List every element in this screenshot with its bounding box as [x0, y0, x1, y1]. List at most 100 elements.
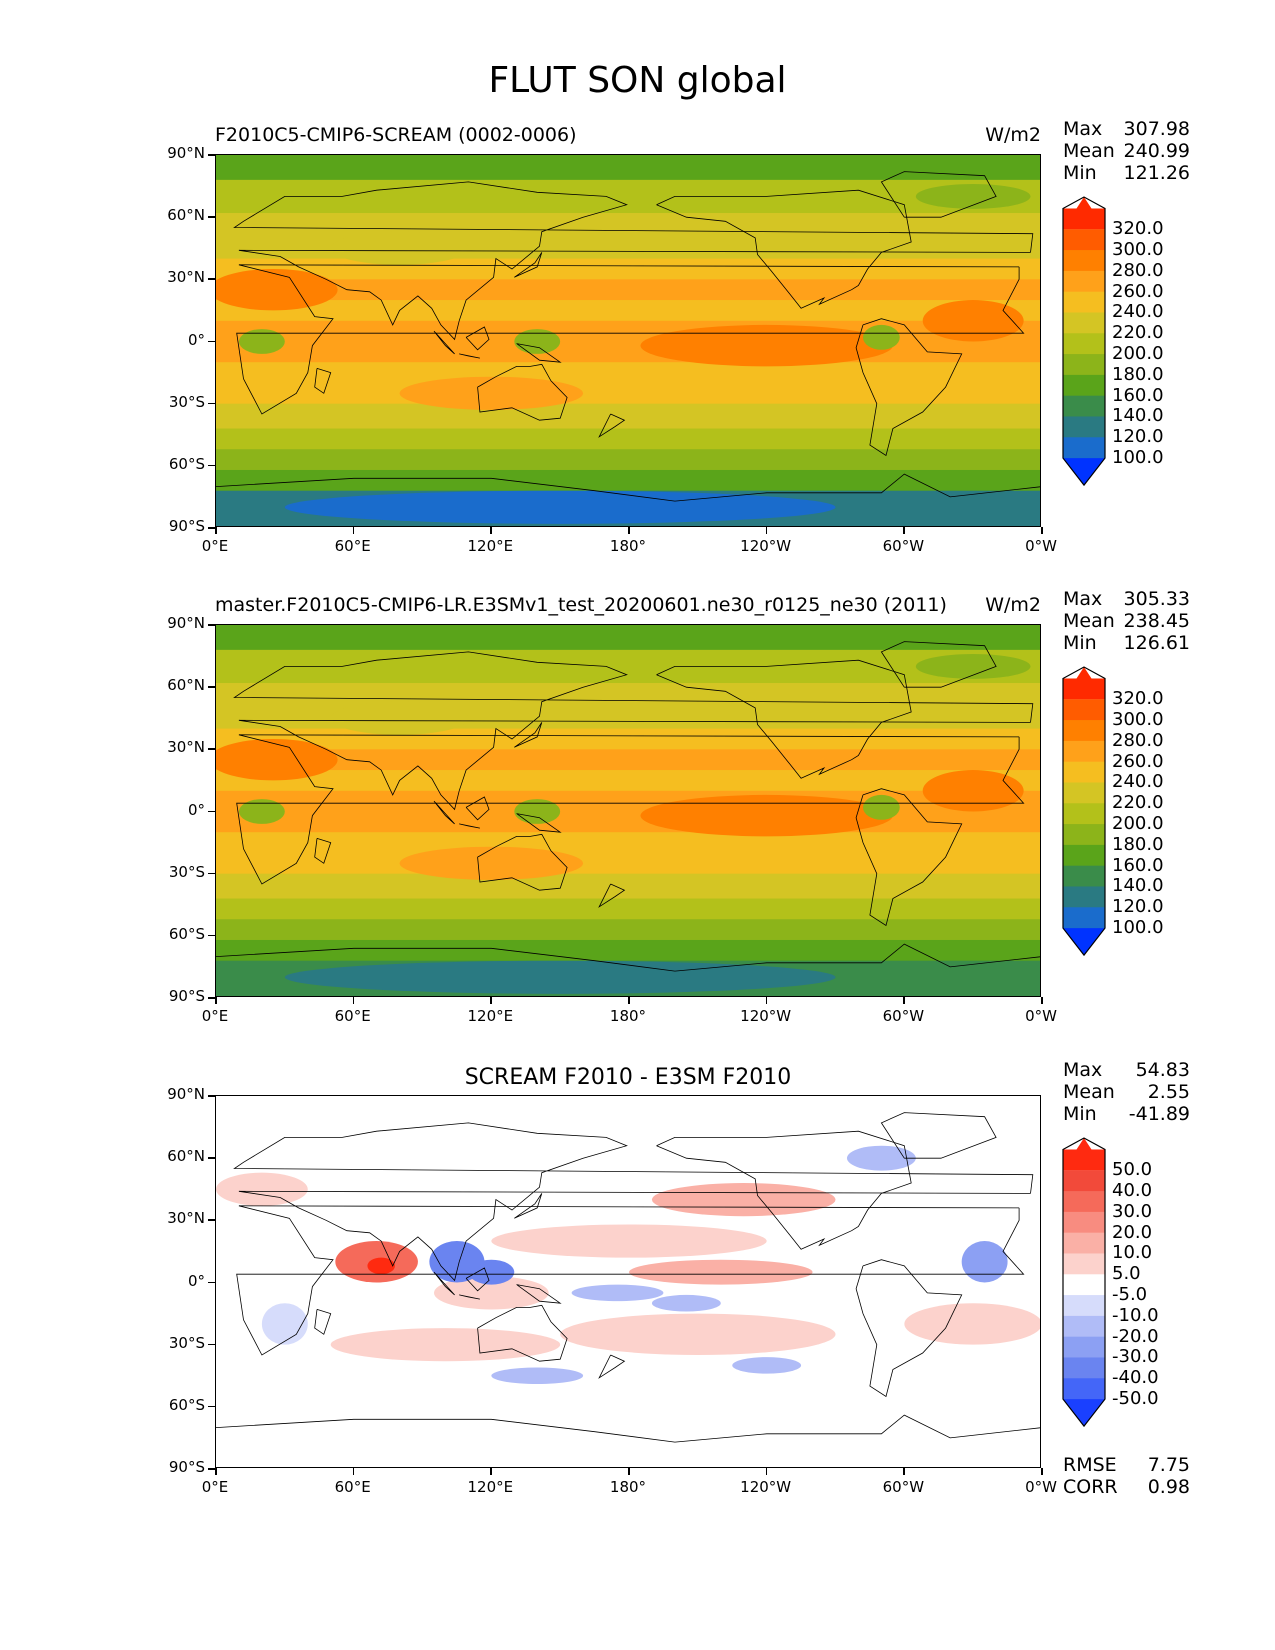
map-fill-region: [433, 1276, 549, 1310]
colorbar: [1062, 1137, 1106, 1428]
colorbar-swatch: [1063, 1315, 1105, 1338]
stat-label: Max: [1063, 588, 1103, 610]
lat-tick-mark: [208, 1157, 215, 1159]
lon-tick-label: 60°E: [334, 1478, 371, 1496]
lat-tick-label: 90°N: [167, 1085, 205, 1103]
colorbar-swatch: [1063, 374, 1105, 397]
map-fill-region: [863, 794, 900, 820]
map-fill-region: [491, 1224, 767, 1258]
lon-tick-label: 120°E: [467, 1478, 514, 1496]
map-fill-region: [399, 376, 584, 410]
map-fill-band: [216, 300, 1040, 322]
coastline: [236, 1205, 1025, 1356]
colorbar-label: 280.0: [1112, 729, 1164, 751]
map-fill-band: [216, 832, 1040, 854]
map-fill-band: [216, 728, 1040, 750]
coastline: [216, 473, 1040, 502]
lat-tick-mark: [208, 278, 215, 280]
coastline: [465, 326, 490, 351]
coastline: [516, 813, 562, 833]
coastline: [880, 171, 997, 218]
map-fill-band: [216, 898, 1040, 920]
colorbar-label: 40.0: [1112, 1180, 1153, 1202]
colorbar-swatch: [1063, 333, 1105, 355]
colorbar-label: 20.0: [1112, 1221, 1153, 1243]
lat-tick-label: 0°: [187, 330, 205, 349]
lat-tick-label: 30°N: [167, 738, 205, 757]
map-canvas: [216, 1096, 1040, 1467]
colorbar-swatch: [1063, 270, 1105, 293]
coastline: [465, 1267, 490, 1292]
colorbar-label: 320.0: [1112, 218, 1164, 240]
lat-tick-mark: [208, 1281, 215, 1283]
lat-tick-mark: [208, 1468, 215, 1470]
lon-tick-label: 180°: [609, 537, 647, 555]
lat-tick-mark: [208, 402, 215, 405]
coastline: [216, 943, 1040, 972]
map-fill-region: [216, 1172, 308, 1206]
map-fill-region: [367, 1257, 395, 1275]
colorbar-swatch: [1063, 907, 1105, 929]
lat-tick-mark: [208, 686, 215, 688]
stat-label: Mean: [1063, 140, 1115, 162]
colorbar-swatch: [1063, 1336, 1105, 1358]
colorbar-label: 30.0: [1112, 1200, 1153, 1222]
colorbar-swatch: [1063, 1232, 1105, 1254]
colorbar-outline: [1062, 666, 1106, 957]
map-fill-region: [261, 1303, 308, 1345]
lon-tick-label: 120°W: [740, 537, 792, 555]
lat-tick-label: 30°S: [168, 862, 205, 881]
map-fill-region: [216, 268, 338, 311]
colorbar-swatch: [1063, 844, 1105, 867]
map-fill-band: [216, 320, 1040, 363]
lon-tick-mark: [1041, 527, 1043, 534]
lon-tick-label: 0°E: [201, 1478, 229, 1496]
colorbar-swatch: [1063, 1378, 1105, 1400]
colorbar-outline: [1062, 196, 1106, 487]
lon-tick-mark: [903, 1468, 905, 1475]
panel-title: F2010C5-CMIP6-SCREAM (0002-0006): [215, 124, 577, 146]
map-fill-region: [961, 1241, 1008, 1283]
stat-value: 2.55: [1147, 1081, 1190, 1103]
map-plot: [215, 1095, 1041, 1468]
map-fill-band: [216, 770, 1040, 792]
coastline: [233, 181, 1034, 341]
lat-tick-label: 60°N: [167, 206, 205, 225]
footer-stat-label: CORR: [1063, 1476, 1118, 1498]
lon-tick-mark: [903, 997, 905, 1004]
map-fill-band: [216, 790, 1040, 833]
coastline: [477, 363, 568, 421]
coastline: [216, 1414, 1040, 1443]
lon-tick-label: 0°W: [1025, 1478, 1057, 1496]
colorbar-swatch: [1063, 782, 1105, 804]
map-fill-region: [399, 846, 584, 880]
map-fill-band: [216, 852, 1040, 875]
colorbar-label: 200.0: [1112, 813, 1164, 835]
coastline: [477, 833, 568, 891]
colorbar-label: 100.0: [1112, 917, 1164, 939]
colorbar-swatch: [1063, 416, 1105, 438]
map-fill-band: [216, 403, 1040, 430]
map-fill-region: [284, 960, 836, 994]
lon-tick-mark: [352, 1468, 355, 1475]
colorbar-label: -30.0: [1112, 1346, 1159, 1368]
colorbar-label: 220.0: [1112, 792, 1164, 814]
coastline: [465, 796, 490, 821]
map-fill-band: [216, 382, 1040, 405]
colorbar-swatch: [1063, 699, 1105, 721]
lon-tick-label: 180°: [609, 1007, 647, 1025]
map-fill-region: [330, 231, 469, 265]
lon-tick-mark: [765, 527, 768, 534]
lat-tick-label: 30°S: [168, 392, 205, 411]
map-fill-region: [238, 799, 285, 824]
colorbar-swatch: [1063, 1191, 1105, 1213]
lon-tick-label: 0°W: [1025, 537, 1057, 555]
coastline: [656, 1130, 912, 1250]
colorbar-swatch: [1063, 1399, 1105, 1427]
map-canvas: [216, 155, 1040, 526]
colorbar-label: -5.0: [1112, 1284, 1148, 1306]
colorbar-outline: [1062, 1137, 1106, 1428]
colorbar-swatch: [1063, 886, 1105, 908]
lon-tick-mark: [765, 997, 768, 1004]
colorbar-swatch: [1063, 1357, 1105, 1379]
